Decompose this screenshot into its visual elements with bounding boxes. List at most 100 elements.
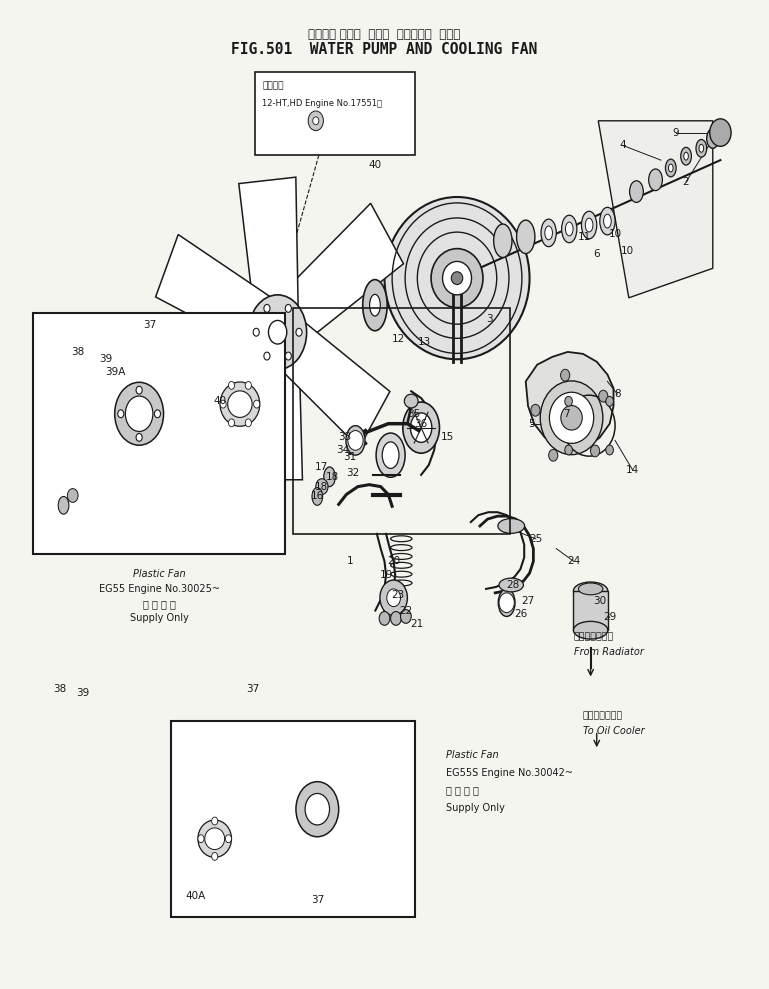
Bar bbox=[293, 308, 511, 534]
Circle shape bbox=[316, 479, 328, 494]
Text: オイルクーラへ: オイルクーラへ bbox=[583, 711, 623, 720]
Polygon shape bbox=[125, 410, 171, 498]
Ellipse shape bbox=[312, 488, 323, 505]
Ellipse shape bbox=[565, 223, 573, 235]
Ellipse shape bbox=[220, 382, 260, 426]
Ellipse shape bbox=[494, 225, 512, 257]
Ellipse shape bbox=[541, 381, 603, 455]
Circle shape bbox=[305, 793, 330, 825]
Text: 6: 6 bbox=[594, 248, 600, 258]
Text: 1: 1 bbox=[347, 557, 354, 567]
Text: 補 給 専 用: 補 給 専 用 bbox=[445, 785, 478, 795]
Polygon shape bbox=[316, 773, 381, 831]
Circle shape bbox=[710, 119, 731, 146]
Text: 31: 31 bbox=[344, 452, 357, 462]
Polygon shape bbox=[158, 311, 290, 456]
Polygon shape bbox=[131, 399, 203, 484]
Text: Plastic Fan: Plastic Fan bbox=[445, 751, 498, 761]
Circle shape bbox=[115, 383, 164, 445]
Text: 15: 15 bbox=[441, 432, 454, 442]
Text: 23: 23 bbox=[391, 589, 404, 599]
Text: Plastic Fan: Plastic Fan bbox=[133, 570, 185, 580]
Ellipse shape bbox=[549, 393, 594, 443]
Polygon shape bbox=[303, 804, 355, 894]
Ellipse shape bbox=[411, 412, 432, 442]
Ellipse shape bbox=[585, 219, 593, 231]
Circle shape bbox=[155, 409, 161, 417]
Text: 40: 40 bbox=[214, 396, 227, 406]
Text: Supply Only: Supply Only bbox=[445, 803, 504, 813]
Text: 27: 27 bbox=[521, 595, 534, 605]
Ellipse shape bbox=[707, 129, 719, 148]
Text: 10: 10 bbox=[621, 245, 634, 255]
Text: 39: 39 bbox=[76, 688, 89, 698]
Circle shape bbox=[348, 430, 363, 450]
Text: 適用号機: 適用号機 bbox=[262, 81, 284, 90]
Polygon shape bbox=[239, 177, 298, 334]
Ellipse shape bbox=[451, 272, 463, 285]
Polygon shape bbox=[251, 792, 324, 869]
Text: 13: 13 bbox=[418, 337, 431, 347]
Circle shape bbox=[211, 853, 218, 860]
Polygon shape bbox=[313, 100, 332, 125]
Text: 2: 2 bbox=[683, 177, 689, 187]
Text: EG55S Engine No.30042~: EG55S Engine No.30042~ bbox=[445, 767, 573, 778]
Text: Supply Only: Supply Only bbox=[130, 613, 188, 623]
Circle shape bbox=[68, 489, 78, 502]
Ellipse shape bbox=[649, 169, 662, 191]
Circle shape bbox=[380, 581, 408, 615]
Text: 24: 24 bbox=[568, 557, 581, 567]
Ellipse shape bbox=[58, 496, 69, 514]
Circle shape bbox=[248, 295, 307, 370]
Text: 25: 25 bbox=[529, 534, 542, 544]
Circle shape bbox=[228, 382, 235, 390]
Text: 36: 36 bbox=[414, 418, 428, 428]
Circle shape bbox=[387, 588, 401, 606]
Ellipse shape bbox=[574, 621, 608, 639]
Polygon shape bbox=[253, 332, 302, 480]
Polygon shape bbox=[137, 372, 205, 432]
Circle shape bbox=[285, 305, 291, 313]
Circle shape bbox=[211, 817, 218, 825]
Circle shape bbox=[264, 305, 270, 313]
Polygon shape bbox=[106, 329, 153, 417]
Ellipse shape bbox=[404, 395, 418, 407]
Ellipse shape bbox=[544, 226, 552, 239]
Polygon shape bbox=[309, 794, 381, 879]
Ellipse shape bbox=[376, 433, 405, 478]
Ellipse shape bbox=[228, 391, 252, 417]
Circle shape bbox=[606, 445, 614, 455]
Ellipse shape bbox=[499, 579, 524, 591]
Polygon shape bbox=[155, 234, 287, 357]
Polygon shape bbox=[265, 204, 404, 354]
Polygon shape bbox=[265, 311, 390, 448]
Circle shape bbox=[531, 405, 540, 416]
Text: 26: 26 bbox=[514, 609, 527, 619]
Ellipse shape bbox=[403, 403, 439, 453]
Circle shape bbox=[591, 445, 600, 457]
Circle shape bbox=[606, 397, 614, 406]
Ellipse shape bbox=[346, 425, 365, 455]
Circle shape bbox=[253, 328, 259, 336]
Ellipse shape bbox=[681, 147, 691, 165]
Text: 19: 19 bbox=[379, 570, 393, 581]
Text: 33: 33 bbox=[338, 432, 351, 442]
Ellipse shape bbox=[630, 181, 644, 203]
Text: From Radiator: From Radiator bbox=[574, 647, 644, 657]
Polygon shape bbox=[526, 352, 614, 451]
Polygon shape bbox=[307, 732, 378, 823]
Text: 16: 16 bbox=[311, 492, 324, 501]
Bar bbox=[33, 313, 285, 554]
Text: 40A: 40A bbox=[185, 891, 205, 901]
Ellipse shape bbox=[205, 828, 225, 850]
Ellipse shape bbox=[578, 583, 603, 594]
Text: 12-HT,HD Engine No.17551～: 12-HT,HD Engine No.17551～ bbox=[262, 99, 382, 108]
Text: ウォータ ポンプ  および  クーリング  ファン: ウォータ ポンプ および クーリング ファン bbox=[308, 28, 461, 41]
Ellipse shape bbox=[384, 197, 530, 359]
Circle shape bbox=[564, 397, 572, 406]
Circle shape bbox=[296, 328, 302, 336]
Text: 14: 14 bbox=[626, 465, 639, 475]
Ellipse shape bbox=[574, 583, 608, 599]
Text: 8: 8 bbox=[614, 390, 621, 400]
Text: 29: 29 bbox=[603, 612, 616, 622]
